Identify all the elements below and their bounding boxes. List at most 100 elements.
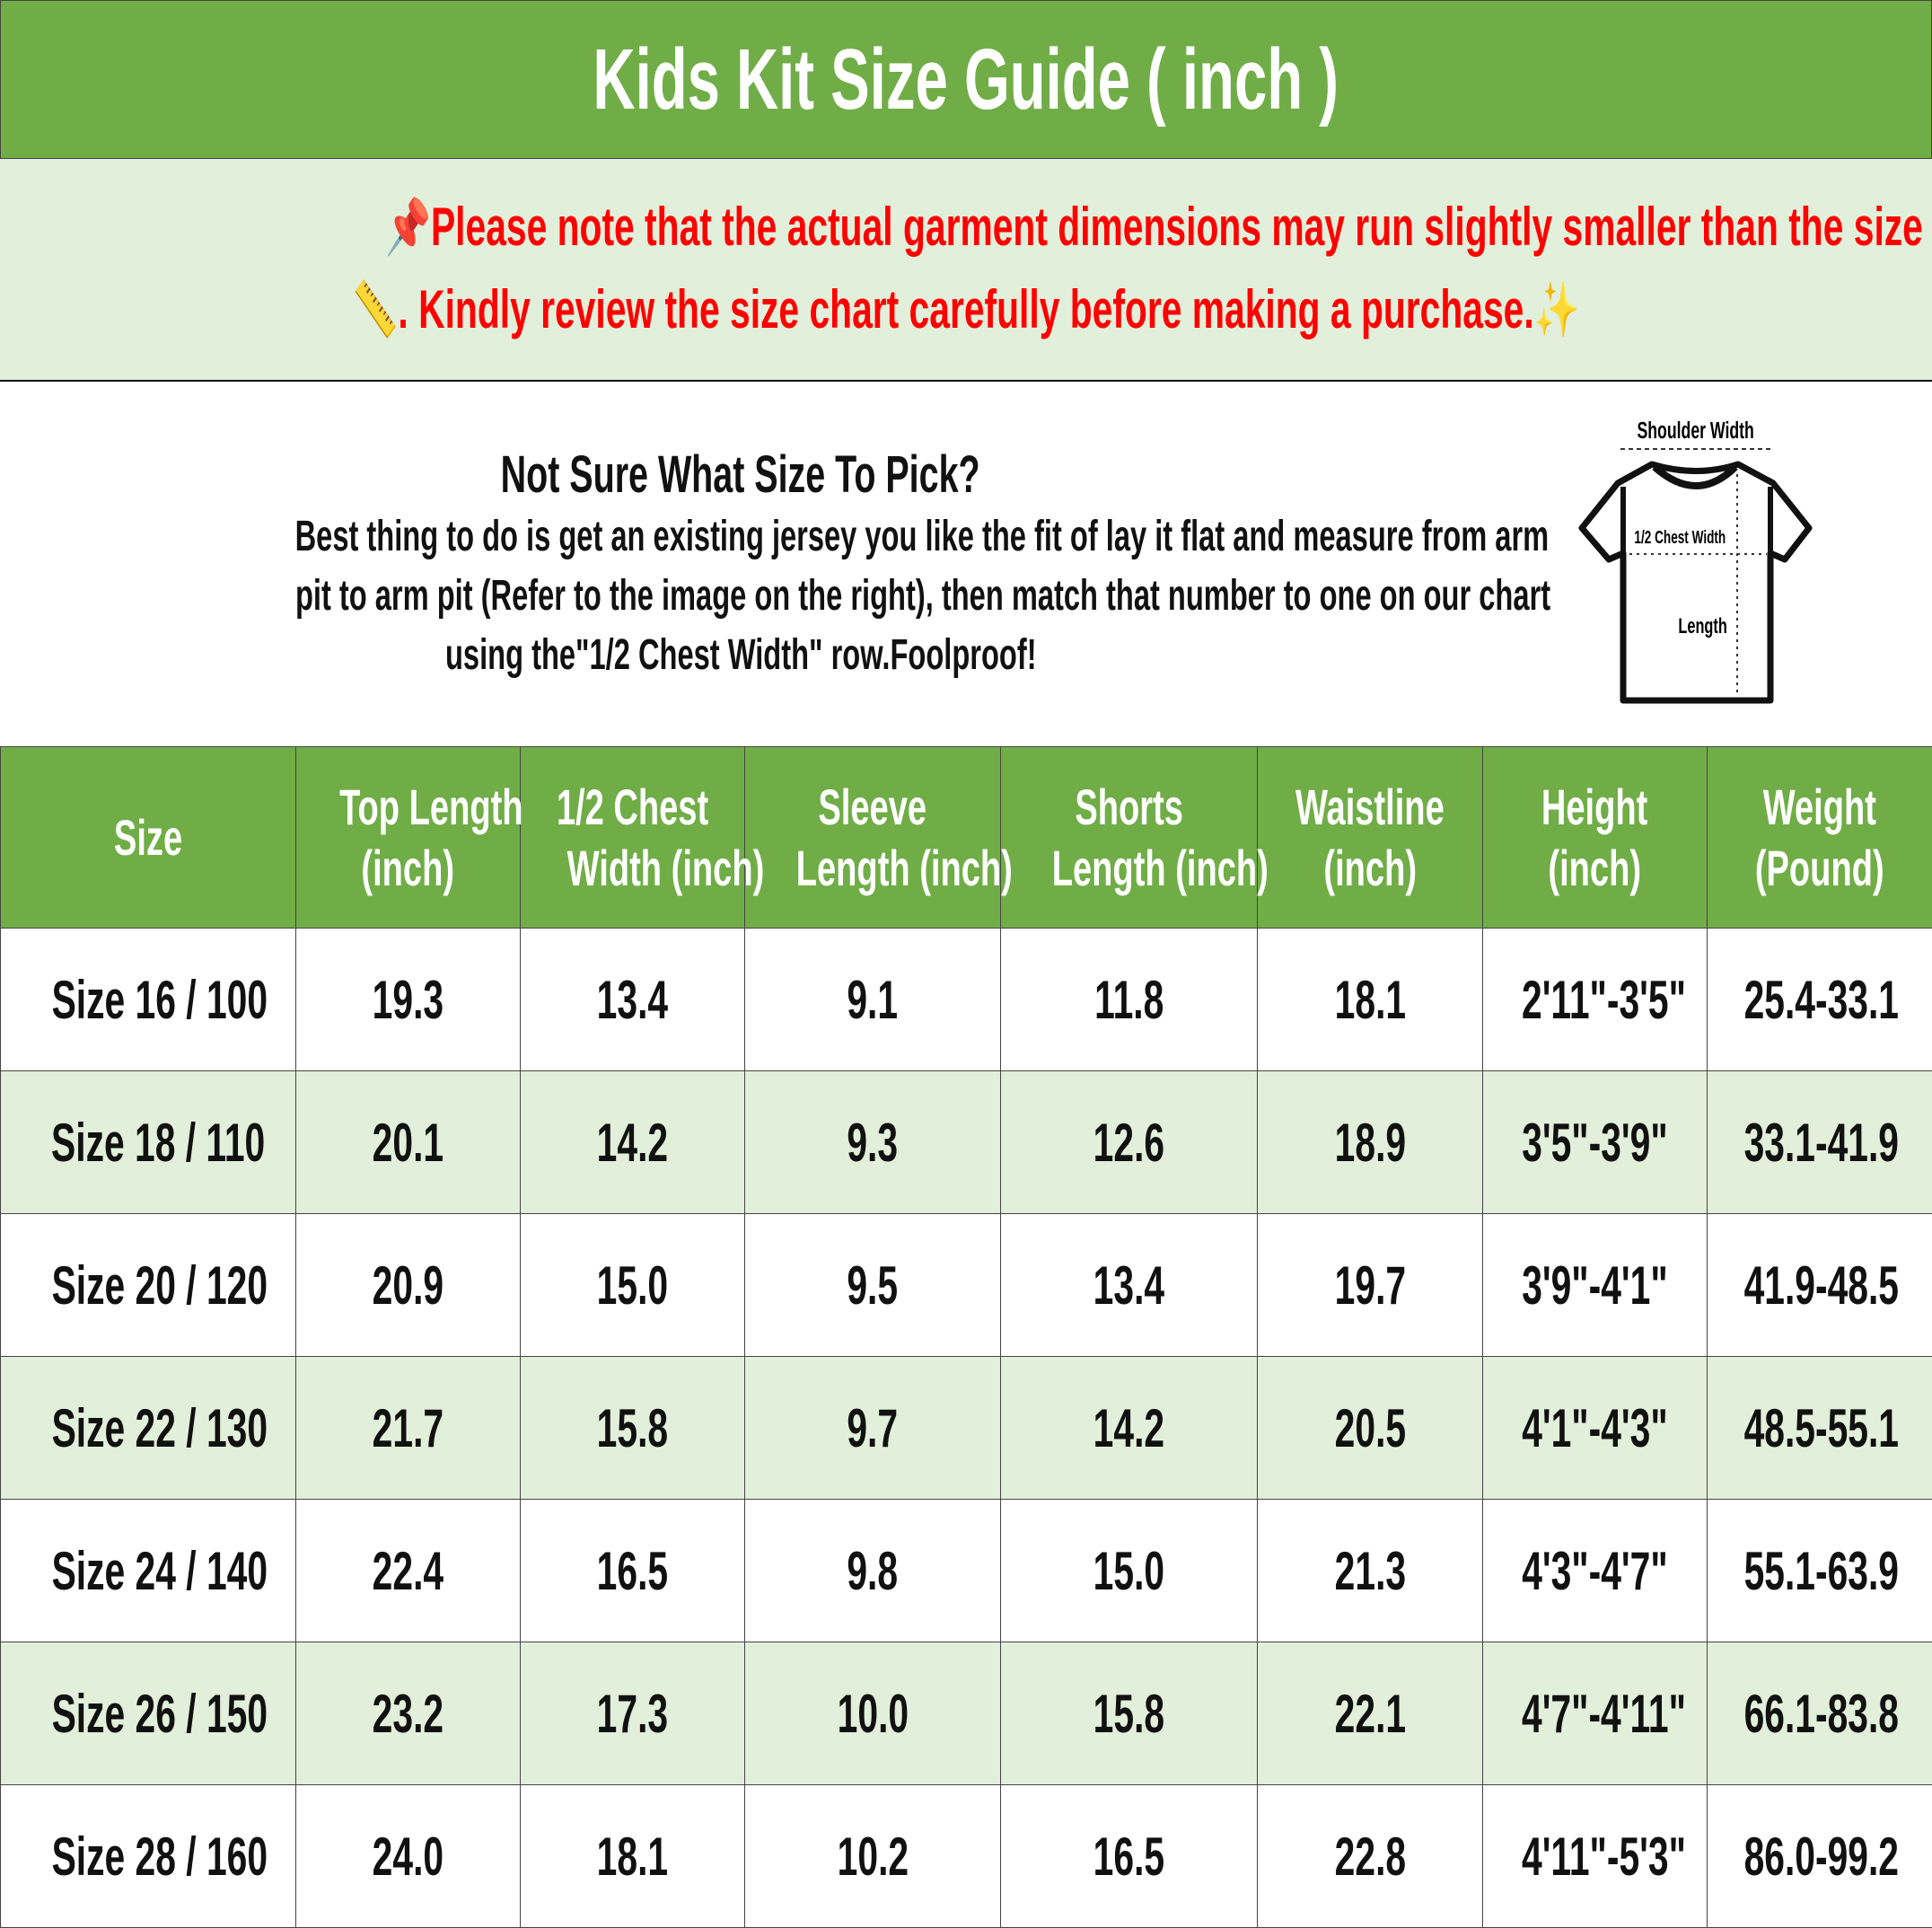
cell-text: 9.1 (847, 969, 899, 1030)
cell-text: 9.3 (847, 1112, 899, 1173)
cell-text: 15.0 (596, 1255, 669, 1316)
cell-text: 9.7 (847, 1397, 899, 1458)
notice-banner: 📌Please note that the actual garment dim… (0, 159, 1932, 382)
table-cell: 13.4 (520, 928, 745, 1071)
cell-text: 16.5 (596, 1540, 669, 1601)
column-header-text: Shorts (1075, 778, 1183, 835)
table-cell: 55.1-63.9 (1707, 1499, 1932, 1642)
column-header-text: (inch) (1323, 839, 1417, 896)
cell-text: 86.0-99.2 (1743, 1826, 1899, 1887)
page-title: Kids Kit Size Guide ( inch ) (0, 0, 1932, 159)
column-header-text: Sleeve (818, 778, 927, 835)
table-cell: 86.0-99.2 (1707, 1784, 1932, 1928)
size-table: Size Top Length (inch) 1/2 Chest Width (inch… (0, 746, 1932, 1928)
cell-text: 15.8 (596, 1397, 669, 1458)
notice-line-1: Please note that the actual garment dime… (430, 197, 1932, 257)
table-row: Size 24 / 140 22.4 16.5 9.8 15.0 21.3 4'3"-4'7… (0, 1499, 1932, 1642)
cell-text: 21.3 (1334, 1540, 1406, 1601)
table-cell: 17.3 (520, 1642, 745, 1785)
column-header-text: Waistline (1295, 778, 1445, 835)
cell-text: 22.1 (1334, 1683, 1406, 1744)
column-header-text: (inch) (1548, 839, 1642, 896)
table-cell: 9.8 (744, 1499, 1001, 1642)
shoulder-width-label: Shoulder Width (1637, 418, 1753, 444)
info-line: pit to arm pit (Refer to the image on th… (294, 572, 1551, 620)
table-cell: 10.0 (744, 1642, 1001, 1785)
table-cell: 4'1"-4'3" (1482, 1356, 1708, 1500)
table-cell: 9.5 (744, 1213, 1001, 1357)
column-header-text: Weight (1762, 778, 1877, 835)
cell-text: 14.2 (1093, 1397, 1165, 1458)
table-cell: 41.9-48.5 (1707, 1213, 1932, 1357)
table-cell: 10.2 (744, 1784, 1001, 1928)
cell-text: 33.1-41.9 (1743, 1112, 1899, 1173)
chest-width-label: 1/2 Chest Width (1634, 527, 1726, 547)
table-cell: 14.2 (520, 1070, 745, 1214)
table-cell: 20.9 (295, 1213, 521, 1357)
cell-text: 24.0 (372, 1826, 444, 1887)
info-heading: Not Sure What Size To Pick? (501, 445, 980, 504)
column-header: Height (inch) (1482, 746, 1708, 929)
cell-text: Size 28 / 160 (51, 1826, 268, 1887)
size-cell: Size 24 / 140 (0, 1499, 296, 1642)
length-label: Length (1678, 614, 1726, 638)
cell-text: 21.7 (372, 1397, 444, 1458)
cell-text: 15.8 (1093, 1683, 1165, 1744)
column-header: Waistline (inch) (1257, 746, 1483, 929)
table-cell: 14.2 (1000, 1356, 1258, 1500)
size-cell: Size 18 / 110 (0, 1070, 296, 1214)
column-header-text: Top Length (339, 778, 523, 835)
column-header-text: Width (inch) (566, 839, 765, 896)
cell-text: 9.5 (847, 1255, 899, 1316)
cell-text: 4'1"-4'3" (1522, 1397, 1668, 1458)
cell-text: 16.5 (1093, 1826, 1165, 1887)
table-cell: 18.9 (1257, 1070, 1483, 1214)
column-header-text: Length (inch) (1051, 839, 1269, 896)
cell-text: 66.1-83.8 (1743, 1683, 1899, 1744)
cell-text: 18.1 (596, 1826, 669, 1887)
tshirt-icon (1578, 461, 1813, 704)
tshirt-measurement-diagram: Shoulder Width 1/2 Chest Width Length (1578, 418, 1813, 704)
cell-text: 11.8 (1093, 969, 1164, 1030)
table-cell: 21.7 (295, 1356, 521, 1500)
cell-text: 4'7"-4'11" (1522, 1683, 1686, 1744)
column-header-text: Length (inch) (795, 839, 1013, 896)
table-cell: 15.0 (1000, 1499, 1258, 1642)
table-cell: 16.5 (520, 1499, 745, 1642)
column-header-text: 1/2 Chest (556, 778, 709, 835)
pushpin-icon: 📌 (385, 197, 431, 257)
table-cell: 9.1 (744, 928, 1001, 1071)
cell-text: Size 24 / 140 (51, 1540, 268, 1601)
cell-text: 41.9-48.5 (1743, 1255, 1899, 1316)
table-cell: 22.1 (1257, 1642, 1483, 1785)
table-cell: 4'7"-4'11" (1482, 1642, 1708, 1785)
cell-text: 23.2 (372, 1683, 444, 1744)
cell-text: 3'9"-4'1" (1522, 1255, 1668, 1316)
column-header: Sleeve Length (inch) (744, 746, 1013, 929)
table-row: Size 28 / 160 24.0 18.1 10.2 16.5 22.8 4'11"-5… (0, 1784, 1932, 1928)
info-line: Best thing to do is get an existing jers… (294, 513, 1550, 560)
size-cell: Size 20 / 120 (0, 1213, 296, 1357)
table-cell: 9.3 (744, 1070, 1001, 1214)
column-header: 1/2 Chest Width (inch) (520, 746, 764, 929)
table-cell: 4'11"-5'3" (1482, 1784, 1708, 1928)
table-cell: 24.0 (295, 1784, 521, 1928)
column-header: Shorts Length (inch) (1000, 746, 1269, 929)
table-cell: 25.4-33.1 (1707, 928, 1932, 1071)
table-cell: 66.1-83.8 (1707, 1642, 1932, 1785)
column-header: Top Length (inch) (295, 746, 523, 929)
cell-text: 19.7 (1334, 1255, 1406, 1316)
cell-text: 14.2 (596, 1112, 669, 1173)
cell-text: 4'3"-4'7" (1522, 1540, 1668, 1601)
cell-text: 19.3 (372, 969, 444, 1030)
table-row: Size 26 / 150 23.2 17.3 10.0 15.8 22.1 4'7"-4'… (0, 1642, 1932, 1785)
size-cell: Size 22 / 130 (0, 1356, 296, 1500)
table-cell: 18.1 (520, 1784, 745, 1928)
table-cell: 11.8 (1000, 928, 1258, 1071)
table-cell: 4'3"-4'7" (1482, 1499, 1708, 1642)
cell-text: 12.6 (1093, 1112, 1165, 1173)
cell-text: Size 18 / 110 (51, 1112, 266, 1173)
cell-text: 4'11"-5'3" (1522, 1826, 1686, 1887)
table-cell: 18.1 (1257, 928, 1483, 1071)
ruler-icon: 📏 (352, 279, 399, 339)
